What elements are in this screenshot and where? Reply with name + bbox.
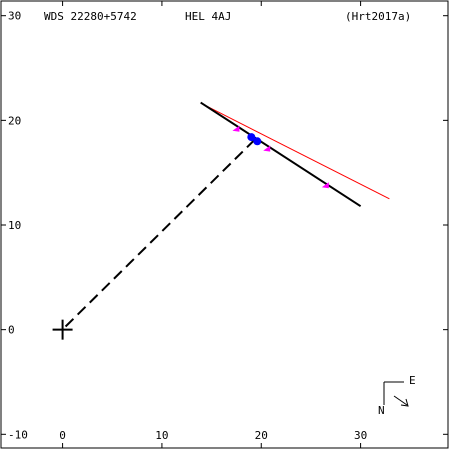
x-tick-label: 30 xyxy=(354,429,367,442)
compass-arrow-head xyxy=(400,398,409,407)
header-reference: (Hrt2017a) xyxy=(345,10,411,23)
y-tick-label: 20 xyxy=(8,114,21,127)
latest-observation-point xyxy=(247,133,256,142)
header-discoverer: HEL 4AJ xyxy=(185,10,231,23)
compass-motion-arrow xyxy=(393,395,408,406)
header-designation: WDS 22280+5742 xyxy=(44,10,137,23)
compass-north-label: N xyxy=(378,404,385,417)
observation-point xyxy=(321,182,329,189)
axis-tick-labels: -10 0 10 20 30 0 10 20 30 xyxy=(8,10,367,442)
latest-observation-point xyxy=(253,137,262,146)
y-tick-label: 30 xyxy=(8,10,21,23)
orbit-path xyxy=(200,101,362,208)
y-tick-label: 10 xyxy=(8,219,21,232)
y-tick-label: 0 xyxy=(8,324,15,337)
x-tick-label: 10 xyxy=(155,429,168,442)
x-tick-label: 0 xyxy=(59,429,66,442)
compass: E N xyxy=(378,374,416,417)
observation-point xyxy=(232,125,240,132)
observation-point xyxy=(263,145,271,152)
compass-east-label: E xyxy=(409,374,416,387)
x-tick-label: 20 xyxy=(255,429,268,442)
line-of-nodes xyxy=(201,103,390,200)
plot-marks xyxy=(52,101,390,340)
primary-to-orbit-dashed-line xyxy=(64,137,257,328)
y-tick-label: -10 xyxy=(8,428,28,441)
